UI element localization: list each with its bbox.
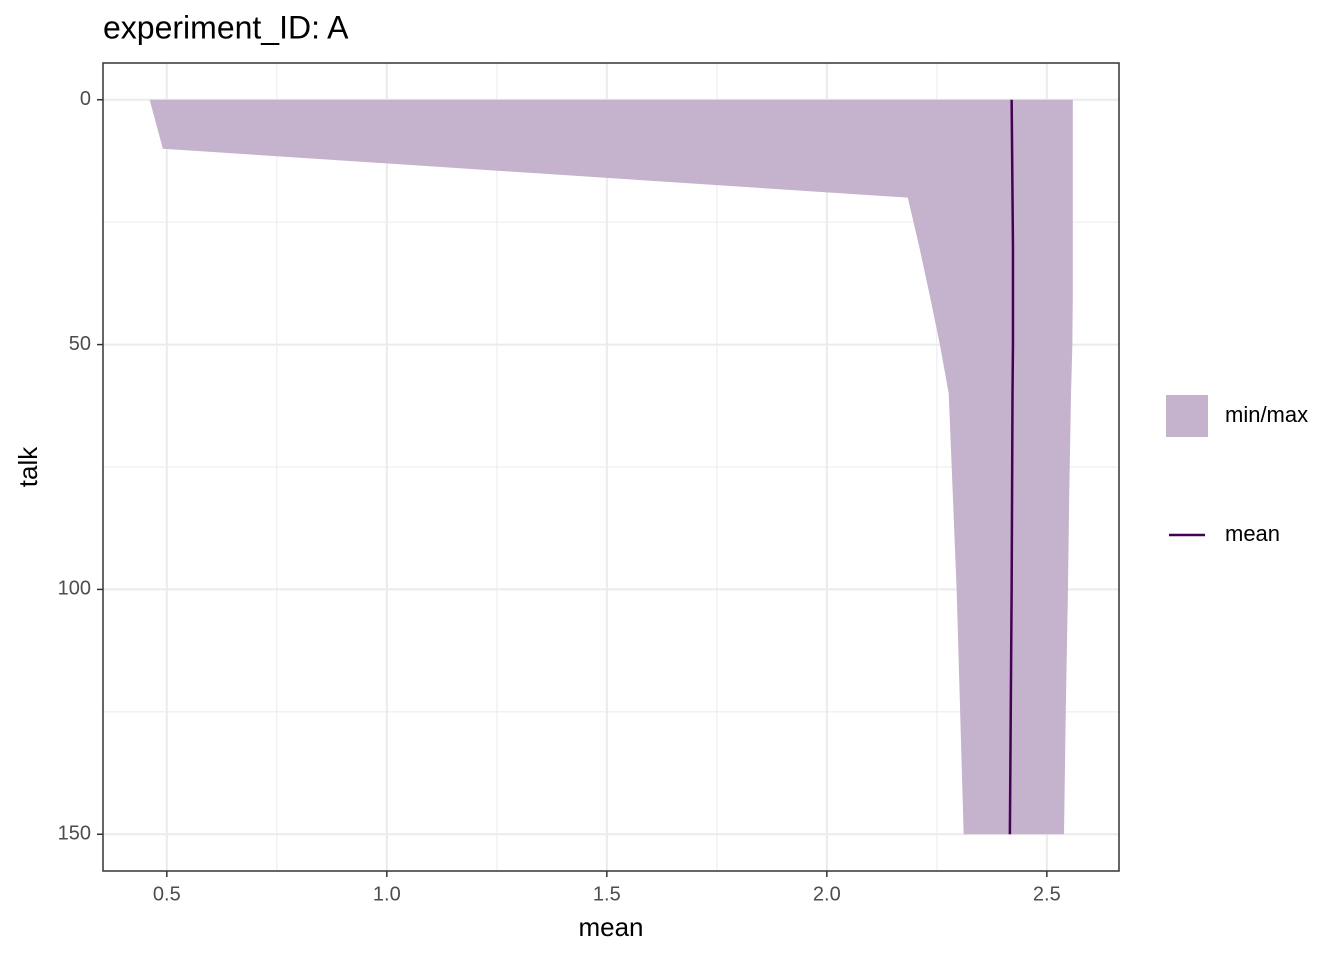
x-tick-label: 2.5 bbox=[1033, 883, 1061, 905]
x-tick-label: 2.0 bbox=[813, 883, 841, 905]
y-tick-label: 150 bbox=[58, 823, 91, 845]
y-tick-label: 0 bbox=[80, 88, 91, 110]
y-tick-label: 100 bbox=[58, 578, 91, 600]
y-axis-title: talk bbox=[13, 446, 43, 487]
legend-key bbox=[1166, 395, 1208, 437]
y-tick-label: 50 bbox=[69, 333, 91, 355]
x-tick-label: 0.5 bbox=[153, 883, 181, 905]
x-axis-title: mean bbox=[578, 912, 643, 942]
legend-label: min/max bbox=[1225, 402, 1308, 427]
x-tick-label: 1.5 bbox=[593, 883, 621, 905]
x-tick-label: 1.0 bbox=[373, 883, 401, 905]
mean-line bbox=[1008, 99, 1015, 835]
ribbon bbox=[149, 99, 1073, 835]
legend-label: mean bbox=[1225, 521, 1280, 546]
panel-border bbox=[102, 62, 1120, 872]
chart-title: experiment_ID: A bbox=[103, 9, 349, 45]
